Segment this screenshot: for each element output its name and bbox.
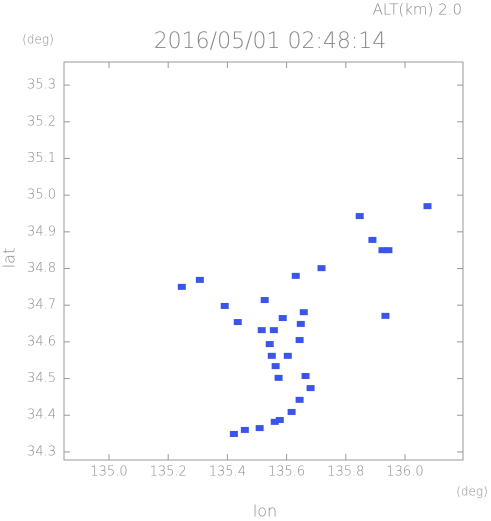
y-tick-label: 35.1 (27, 151, 56, 166)
echo-cell (381, 312, 390, 319)
x-tick-label: 135.6 (268, 465, 305, 480)
x-unit: (deg) (456, 485, 488, 499)
x-tick-label: 135.8 (327, 465, 364, 480)
echo-cell (278, 315, 287, 322)
echo-cell (355, 213, 364, 220)
echo-cell (295, 396, 304, 403)
echo-cell (296, 320, 305, 327)
x-label: lon (253, 502, 277, 521)
x-tick-label: 135.0 (90, 465, 127, 480)
y-tick-label: 35.0 (27, 188, 56, 203)
echo-cell (257, 327, 266, 334)
y-unit: (deg) (22, 33, 54, 47)
echo-cell (260, 297, 269, 304)
echo-cell (301, 372, 310, 379)
x-tick-label: 136.0 (386, 465, 423, 480)
echo-cell (233, 319, 242, 326)
echo-cell (267, 352, 276, 359)
echo-cell (368, 236, 377, 243)
y-tick-label: 35.2 (27, 114, 56, 129)
echo-cell (255, 425, 264, 432)
y-tick-label: 34.6 (27, 334, 56, 349)
y-tick-label: 34.3 (27, 444, 56, 459)
echo-cell (177, 283, 186, 290)
echo-cell (287, 408, 296, 415)
echo-cell (384, 247, 393, 254)
subtitle: ALT(km) 2.0 (373, 1, 462, 19)
echo-cell (240, 426, 249, 433)
echo-cell (291, 272, 300, 279)
echo-cell (269, 327, 278, 334)
x-tick-label: 135.4 (209, 465, 246, 480)
chart-title: 2016/05/01 02:48:14 (154, 29, 387, 54)
echo-cell (295, 337, 304, 344)
echo-cell (275, 417, 284, 424)
echo-cell (220, 302, 229, 309)
y-tick-label: 34.7 (27, 298, 56, 313)
echo-cell (317, 265, 326, 272)
y-tick-label: 35.3 (27, 78, 56, 93)
plot-frame (63, 61, 464, 461)
y-tick-label: 34.9 (27, 224, 56, 239)
echo-cell (274, 374, 283, 381)
echo-cell (265, 341, 274, 348)
echo-cell (306, 385, 315, 392)
echo-cell (229, 430, 238, 437)
echo-cell (270, 418, 279, 425)
y-tick-label: 34.5 (27, 371, 56, 386)
y-tick-label: 34.8 (27, 261, 56, 276)
x-tick-label: 135.2 (150, 465, 187, 480)
echo-cell (299, 309, 308, 316)
echo-cell (271, 363, 280, 370)
echo-cell (423, 203, 432, 210)
y-label: lat (0, 248, 19, 269)
echo-cell (283, 352, 292, 359)
y-tick-label: 34.4 (27, 408, 56, 423)
echo-cell (378, 247, 387, 254)
echo-cell (195, 276, 204, 283)
